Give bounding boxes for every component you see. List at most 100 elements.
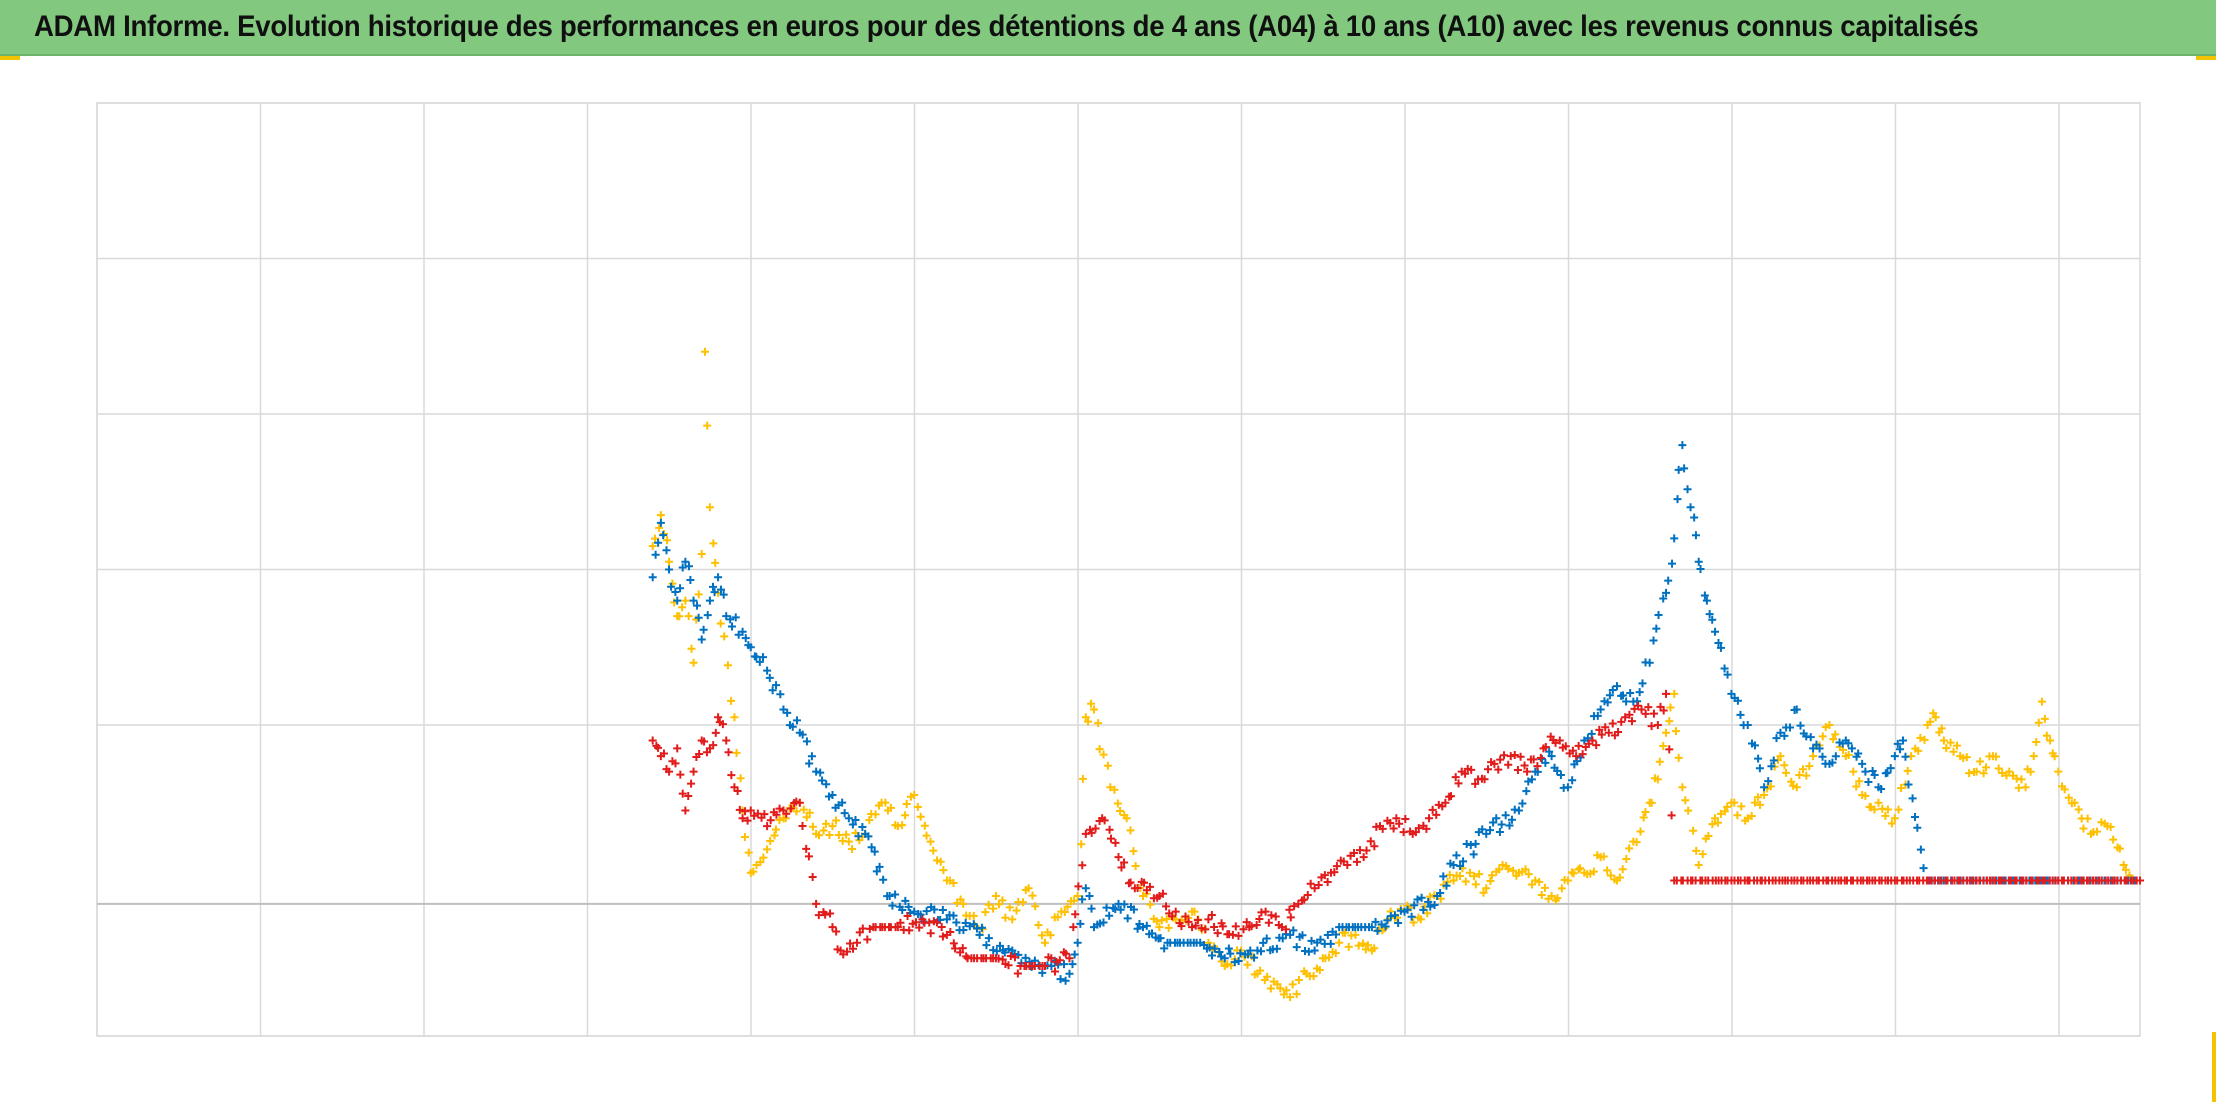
data-point <box>1766 782 1775 791</box>
data-point <box>727 771 736 780</box>
data-point <box>1285 905 1294 914</box>
data-point <box>1105 825 1114 834</box>
data-point <box>1073 892 1082 901</box>
data-point <box>2040 714 2049 723</box>
chart-title: ADAM Informe. Evolution historique des p… <box>34 10 1979 43</box>
data-point <box>2017 775 2026 784</box>
data-point <box>1106 783 1115 792</box>
data-point <box>1131 862 1140 871</box>
data-point <box>1073 938 1082 947</box>
data-point <box>1081 884 1090 893</box>
data-point <box>763 845 772 854</box>
data-point <box>1021 953 1030 962</box>
data-point <box>1621 713 1630 722</box>
data-point <box>1008 915 1017 924</box>
data-point <box>1764 777 1773 786</box>
data-point <box>1992 752 2001 761</box>
data-point <box>828 923 837 932</box>
data-point <box>1325 953 1334 962</box>
data-point <box>1644 703 1653 712</box>
data-point <box>932 856 941 865</box>
data-point <box>1247 922 1256 931</box>
data-point <box>1071 910 1080 919</box>
data-point <box>1659 594 1668 603</box>
data-point <box>1877 784 1886 793</box>
data-point <box>1681 796 1690 805</box>
data-point <box>1070 950 1079 959</box>
data-point <box>1146 900 1155 909</box>
data-point <box>1451 773 1460 782</box>
data-point <box>1215 947 1224 956</box>
data-point <box>1034 921 1043 930</box>
data-point <box>714 713 723 722</box>
data-point <box>1207 911 1216 920</box>
data-point <box>1612 682 1621 691</box>
data-point <box>1972 767 1981 776</box>
data-point <box>872 867 881 876</box>
data-point <box>1743 721 1752 729</box>
data-point <box>1962 753 1971 762</box>
data-point <box>982 941 991 950</box>
data-point <box>838 798 847 807</box>
data-point <box>1556 771 1565 780</box>
data-point <box>2115 844 2124 853</box>
data-point <box>709 539 718 548</box>
data-point <box>1561 742 1570 751</box>
data-point <box>673 744 682 753</box>
data-point <box>1666 703 1675 712</box>
data-point <box>1618 865 1627 874</box>
data-point <box>1286 930 1295 939</box>
data-point <box>695 749 704 758</box>
data-point <box>1152 917 1161 926</box>
data-point <box>786 804 795 813</box>
data-point <box>1953 741 1961 750</box>
data-point <box>1395 819 1404 828</box>
data-point <box>2060 785 2069 794</box>
data-point <box>885 892 894 901</box>
data-point <box>1442 881 1451 890</box>
data-point <box>1689 826 1698 835</box>
data-point <box>1708 820 1717 829</box>
data-point <box>1482 829 1491 838</box>
data-point <box>678 789 687 798</box>
data-point <box>723 661 732 670</box>
series-1-markers <box>648 347 2144 1002</box>
data-point <box>818 776 827 785</box>
data-point <box>1626 688 1635 697</box>
data-point <box>1004 961 1013 970</box>
data-point <box>1466 840 1475 849</box>
data-point <box>703 421 712 430</box>
data-point <box>926 837 935 846</box>
data-point <box>1702 596 1711 605</box>
data-point <box>805 759 814 768</box>
data-point <box>1831 752 1840 761</box>
data-point <box>1370 944 1379 953</box>
data-point <box>1668 559 1677 568</box>
data-point <box>1111 838 1120 847</box>
data-point <box>656 518 665 527</box>
data-point <box>1191 921 1200 930</box>
data-point <box>675 612 684 621</box>
data-point <box>819 826 828 835</box>
data-point <box>1081 713 1090 722</box>
data-point <box>1893 739 1902 748</box>
data-point <box>1615 873 1624 882</box>
data-point <box>1806 733 1815 742</box>
data-point <box>1122 814 1131 823</box>
data-point <box>703 611 712 620</box>
data-point <box>1521 865 1530 874</box>
data-point <box>881 798 890 807</box>
data-point <box>1231 922 1240 931</box>
data-point <box>886 803 895 812</box>
data-point <box>1051 967 1059 976</box>
data-point <box>1694 860 1703 869</box>
data-point <box>821 819 830 828</box>
data-point <box>1545 747 1554 756</box>
data-point <box>1467 765 1476 774</box>
data-point <box>1694 557 1703 566</box>
data-point <box>1662 728 1671 737</box>
data-point <box>1505 821 1514 830</box>
data-point <box>798 730 807 739</box>
data-point <box>1358 939 1367 948</box>
data-point <box>1494 765 1503 774</box>
